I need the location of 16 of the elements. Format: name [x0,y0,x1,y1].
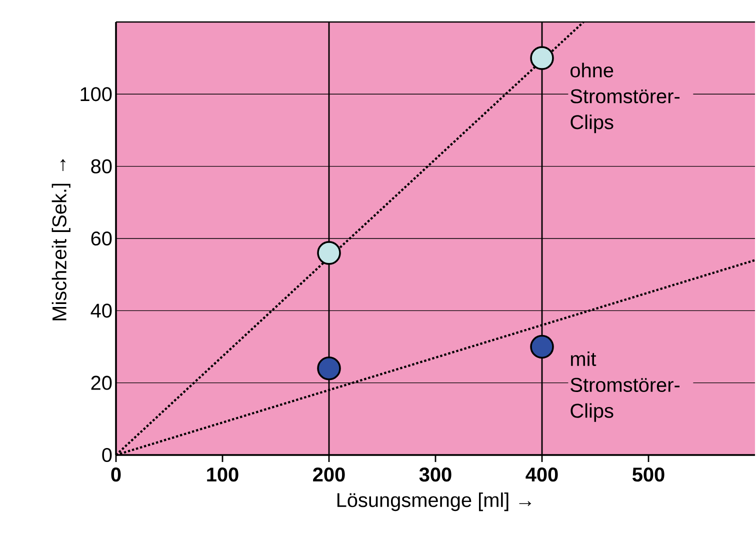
x-tick-label: 200 [313,468,345,482]
y-tick-label: 20 [91,376,112,390]
y-axis-title: Mischzeit [Sek.] → [52,159,70,320]
y-tick-label: 40 [90,304,112,318]
x-tick-label: 100 [207,468,238,482]
legend-label: ohne Stromstörer-Clips [570,62,680,134]
y-tick-label: 80 [91,159,112,174]
x-tick-label: 500 [632,468,664,482]
y-tick-label: 60 [91,231,112,246]
legend-label: mit Stromstörer-Clips [570,351,680,422]
y-tick-label: 0 [102,448,112,462]
x-tick-label: 400 [526,468,558,482]
y-tick-label: 100 [80,87,112,102]
x-tick-label: 300 [419,468,452,482]
x-tick-label: 0 [111,468,121,482]
x-axis-title: Lösungsmenge [ml] → [337,492,532,512]
